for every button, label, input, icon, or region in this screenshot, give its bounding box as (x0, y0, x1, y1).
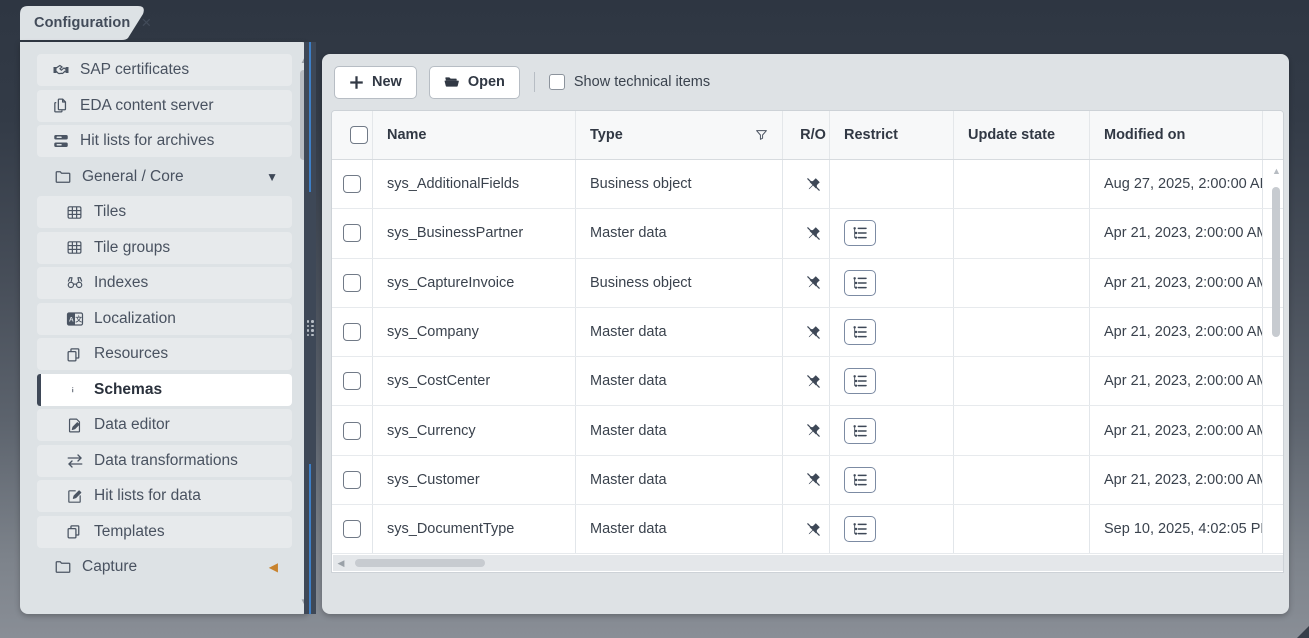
svg-text:A: A (68, 316, 73, 323)
svg-text:文: 文 (74, 314, 82, 323)
